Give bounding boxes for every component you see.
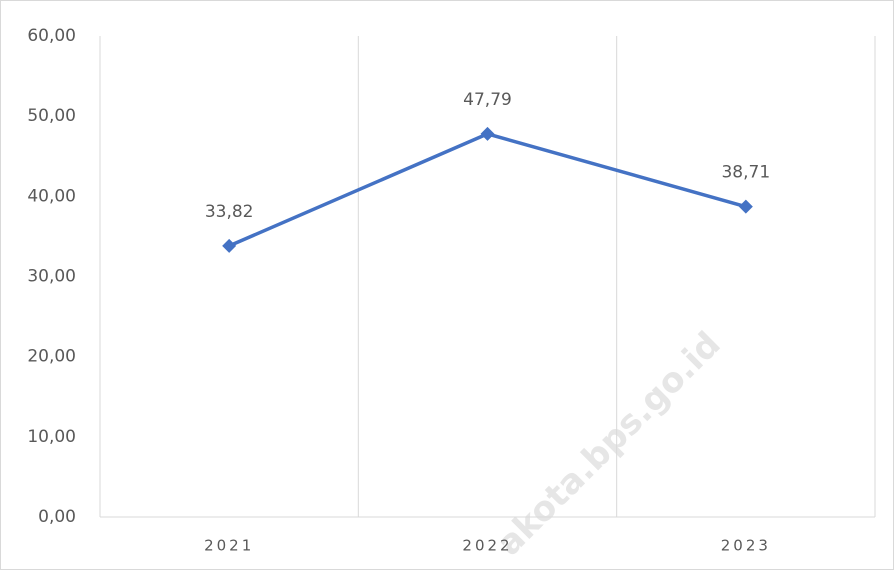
marker (222, 238, 237, 253)
y-tick-label: 60,00 (27, 26, 76, 46)
y-tick-label: 10,00 (27, 427, 76, 447)
x-tick-label: 2021 (204, 537, 254, 555)
y-tick-label: 50,00 (27, 106, 76, 126)
y-tick-label: 20,00 (27, 347, 76, 367)
data-label: 47,79 (463, 90, 512, 110)
y-tick-label: 0,00 (38, 507, 76, 527)
marker (738, 199, 753, 214)
data-label: 38,71 (721, 163, 770, 183)
y-tick-label: 30,00 (27, 267, 76, 287)
x-tick-label: 2022 (462, 537, 512, 555)
data-label: 33,82 (205, 202, 254, 222)
marker (480, 126, 495, 141)
x-tick-label: 2023 (721, 537, 771, 555)
y-tick-label: 40,00 (27, 186, 76, 206)
